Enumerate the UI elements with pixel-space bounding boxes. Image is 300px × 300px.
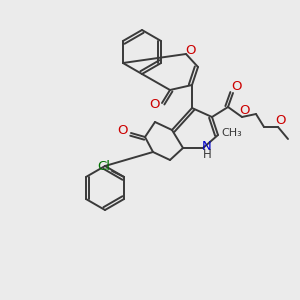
- Text: N: N: [202, 140, 212, 152]
- Text: O: O: [186, 44, 196, 56]
- Text: O: O: [118, 124, 128, 137]
- Text: O: O: [239, 103, 249, 116]
- Text: CH₃: CH₃: [222, 128, 242, 138]
- Text: Cl: Cl: [98, 160, 111, 173]
- Text: O: O: [150, 98, 160, 112]
- Text: O: O: [231, 80, 241, 92]
- Text: O: O: [275, 113, 285, 127]
- Text: H: H: [202, 148, 211, 161]
